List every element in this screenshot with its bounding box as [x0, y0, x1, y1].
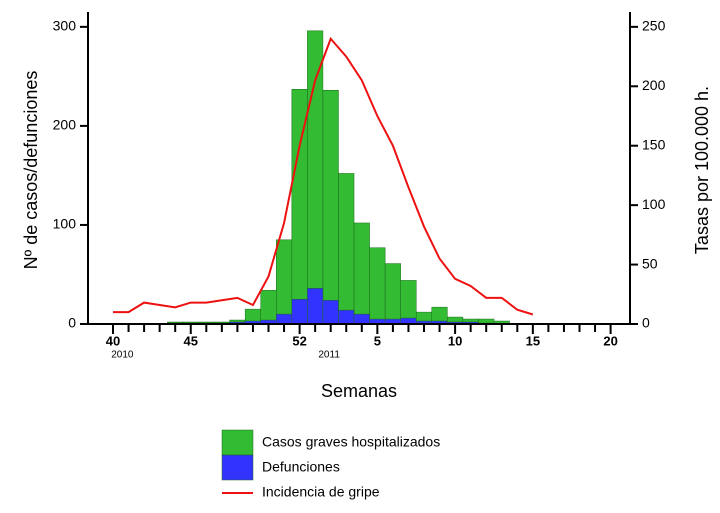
- y-tick-label: 300: [53, 18, 77, 34]
- bar: [307, 30, 324, 325]
- bar: [400, 280, 417, 325]
- bar: [353, 222, 370, 325]
- bar: [276, 239, 293, 325]
- legend-label: Incidencia de gripe: [262, 484, 380, 500]
- y2-tick-label: 150: [642, 136, 666, 152]
- bar: [322, 299, 339, 325]
- legend-label: Defunciones: [262, 459, 340, 475]
- y2-tick-label: 200: [642, 77, 666, 93]
- bar: [353, 313, 370, 325]
- bar: [338, 309, 355, 325]
- y-tick-label: 200: [53, 117, 77, 133]
- year-label: 2011: [318, 350, 340, 361]
- year-label: 2010: [111, 350, 134, 361]
- legend-label: Casos graves hospitalizados: [262, 434, 440, 450]
- legend-swatch: [221, 429, 254, 456]
- bar: [260, 290, 277, 325]
- y2-axis-title: Tasas por 100.000 h.: [692, 86, 712, 254]
- x-axis-title: Semanas: [321, 381, 397, 401]
- bar: [291, 298, 308, 325]
- bar: [369, 247, 386, 325]
- y-tick-label: 100: [53, 216, 77, 232]
- y-tick-label: 0: [68, 315, 76, 331]
- x-tick-label: 5: [374, 333, 381, 348]
- y2-tick-label: 0: [642, 315, 650, 331]
- x-tick-label: 15: [526, 333, 540, 348]
- x-tick-label: 52: [292, 333, 306, 348]
- bar: [322, 89, 339, 325]
- line: [113, 36, 534, 316]
- bar: [338, 173, 355, 325]
- y2-tick-label: 50: [642, 255, 658, 271]
- y2-tick-label: 100: [642, 196, 666, 212]
- x-tick-label: 20: [603, 333, 617, 348]
- y-axis-title: Nº de casos/defunciones: [21, 71, 41, 270]
- y2-tick-label: 250: [642, 18, 666, 34]
- bar: [307, 288, 324, 325]
- x-tick-label: 10: [448, 333, 462, 348]
- x-tick-label: 45: [184, 333, 198, 348]
- bar: [276, 313, 293, 325]
- bar: [384, 263, 401, 325]
- legend-swatch: [221, 454, 254, 481]
- x-tick-label: 40: [106, 333, 120, 348]
